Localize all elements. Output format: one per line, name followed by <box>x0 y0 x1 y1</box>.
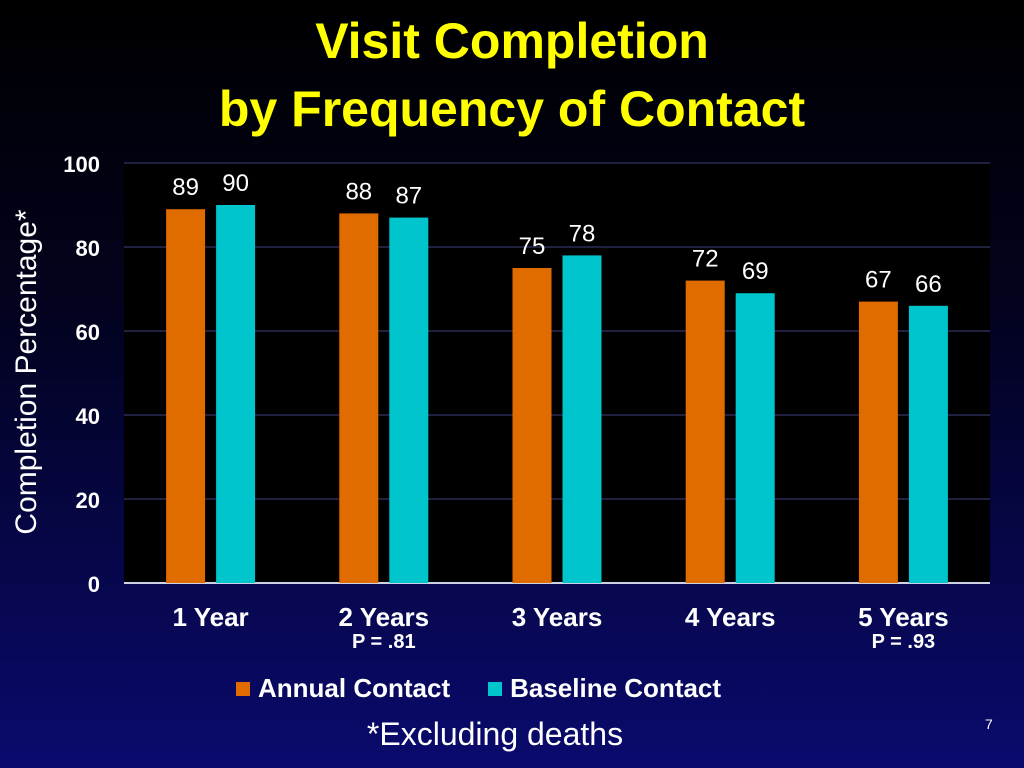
bar-annual <box>166 209 206 583</box>
chart-legend: Annual Contact Baseline Contact <box>236 673 759 704</box>
bar-baseline <box>562 255 602 583</box>
data-label: 67 <box>865 267 892 294</box>
bar-baseline <box>216 205 256 583</box>
p-value-label: P = .81 <box>352 631 416 653</box>
x-tick-label: 2 Years <box>338 602 429 632</box>
bar-annual <box>858 301 898 583</box>
data-label: 90 <box>222 170 249 197</box>
x-tick-label: 3 Years <box>512 602 603 632</box>
y-tick-label: 20 <box>76 488 100 513</box>
y-axis-label: Completion Percentage* <box>10 209 43 535</box>
y-tick-label: 0 <box>88 572 100 597</box>
data-label: 89 <box>172 174 199 201</box>
bar-annual <box>685 280 725 583</box>
bar-baseline <box>735 293 775 583</box>
legend-item-annual: Annual Contact <box>236 673 450 704</box>
p-value-label: P = .93 <box>872 631 936 653</box>
legend-item-baseline: Baseline Contact <box>488 673 721 704</box>
footnote: *Excluding deaths <box>366 716 624 752</box>
bar-annual <box>512 268 552 583</box>
y-tick-label: 60 <box>76 320 100 345</box>
y-tick-label: 100 <box>63 152 100 177</box>
legend-swatch-annual <box>236 681 250 696</box>
page-number: 7 <box>985 716 993 732</box>
data-label: 78 <box>569 220 596 247</box>
slide-title-line-2: by Frequency of Contact <box>218 81 806 137</box>
slide-title-line-1: Visit Completion <box>315 13 709 69</box>
bar-baseline <box>908 305 948 583</box>
data-label: 72 <box>692 246 719 273</box>
plot-area <box>124 163 990 583</box>
data-label: 69 <box>742 258 769 285</box>
data-label: 88 <box>345 178 372 205</box>
data-label: 66 <box>915 271 942 298</box>
y-tick-label: 40 <box>76 404 100 429</box>
legend-label-baseline: Baseline Contact <box>510 673 722 703</box>
data-label: 87 <box>395 183 422 210</box>
y-tick-label: 80 <box>76 236 100 261</box>
x-tick-label: 5 Years <box>858 602 949 632</box>
x-tick-label: 4 Years <box>685 602 776 632</box>
bar-annual <box>339 213 379 583</box>
x-tick-label: 1 Year <box>173 602 249 632</box>
legend-label-annual: Annual Contact <box>258 673 451 703</box>
legend-swatch-baseline <box>488 681 503 696</box>
data-label: 75 <box>519 233 546 260</box>
bar-baseline <box>389 217 429 583</box>
